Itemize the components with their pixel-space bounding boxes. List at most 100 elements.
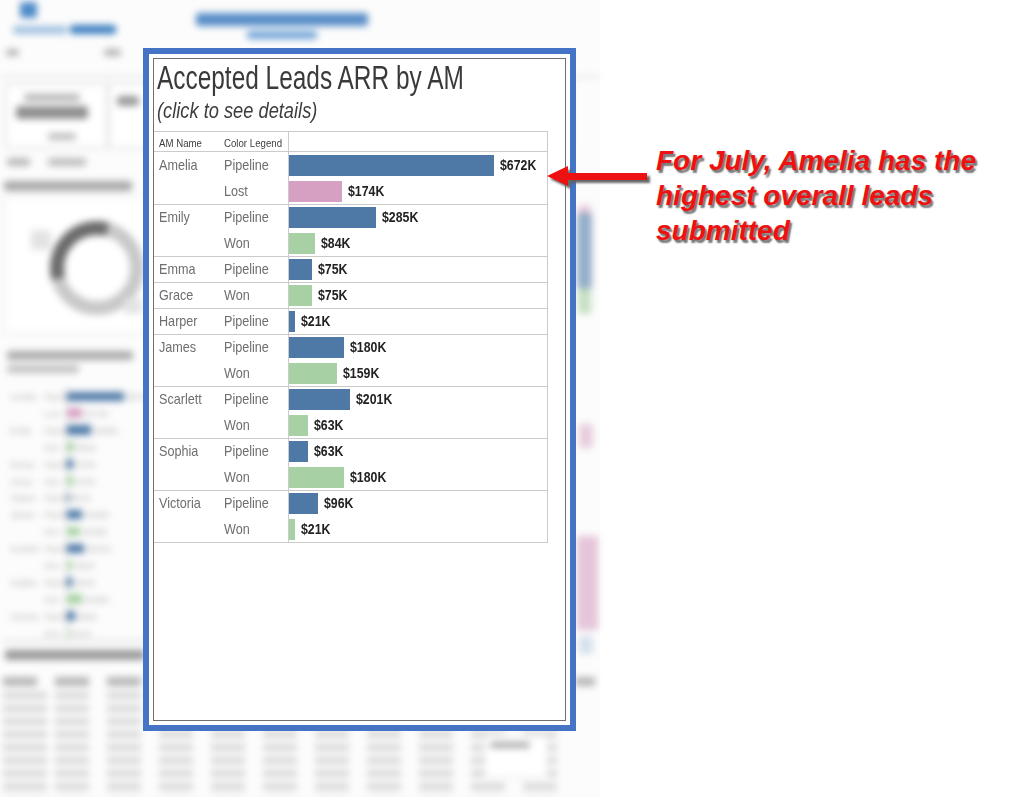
bar-value-label: $84K (321, 235, 350, 251)
am-name-cell: Grace (159, 287, 193, 303)
table-row[interactable]: EmilyPipeline$285K (154, 204, 548, 230)
mini-value: $75K (76, 460, 96, 470)
bar-pipeline[interactable] (289, 389, 350, 410)
mini-bar (67, 459, 73, 469)
mini-value: $180K (85, 510, 110, 520)
mini-legend: Won (44, 443, 61, 453)
mini-legend: Pipeline (44, 493, 74, 503)
table-row[interactable]: EmmaPipeline$75K (154, 256, 548, 282)
popup-chart-table: AM Name Color Legend AmeliaPipeline$672K… (154, 131, 548, 543)
table-row[interactable]: HarperPipeline$21K (154, 308, 548, 334)
row-separator (154, 490, 548, 491)
mini-bar (67, 493, 69, 503)
filter-label-1 (6, 49, 19, 56)
legend-cell: Won (224, 417, 250, 433)
mini-bar (67, 577, 72, 587)
screenshot-canvas: AmeliaPipeline$672KLost$174KEmilyPipelin… (0, 0, 1024, 797)
legend-cell: Pipeline (224, 157, 269, 173)
bar-won[interactable] (289, 233, 315, 254)
bar-pipeline[interactable] (289, 311, 295, 332)
bar-won[interactable] (289, 467, 344, 488)
mini-bar (67, 408, 82, 418)
legend-cell: Won (224, 287, 250, 303)
brand-text-bold (70, 25, 116, 34)
bar-pipeline[interactable] (289, 207, 376, 228)
arrow-shaft (566, 173, 647, 180)
donut-label (31, 230, 51, 250)
legend-cell: Pipeline (224, 391, 269, 407)
table-row[interactable]: Won$21K (154, 516, 548, 542)
kpi2-label (117, 96, 139, 106)
popup-subtitle[interactable]: (click to see details) (157, 98, 317, 124)
mini-value: $201K (87, 544, 112, 554)
toggle-label-1 (7, 158, 30, 166)
legend-cell: Pipeline (224, 339, 269, 355)
strip-blob-blue2 (579, 636, 593, 654)
annotation-line-3: submitted (656, 213, 976, 248)
bar-value-label: $63K (314, 417, 343, 433)
bar-won[interactable] (289, 519, 295, 540)
bar-won[interactable] (289, 415, 308, 436)
bottom-box-text (490, 742, 530, 748)
bar-pipeline[interactable] (289, 493, 318, 514)
am-name-cell: Amelia (159, 157, 198, 173)
mini-bar (67, 561, 72, 571)
mini-bar (67, 544, 84, 554)
app-logo (20, 2, 37, 18)
table-row[interactable]: Scarlett Pipeline $201K (154, 386, 548, 412)
mini-bar (67, 510, 82, 520)
bar-won[interactable] (289, 285, 312, 306)
strip-blob-pink2 (579, 424, 593, 448)
table-row[interactable]: Won$159K (154, 360, 548, 386)
table-row[interactable]: Won$180K (154, 464, 548, 490)
am-name-cell: Scarlett (159, 391, 202, 407)
bar-value-label: $201K (356, 391, 392, 407)
mini-am-name: Harper (10, 493, 36, 503)
bar-value-label: $180K (350, 339, 386, 355)
brand-text (13, 26, 67, 34)
bar-pipeline[interactable] (289, 337, 344, 358)
mini-value: $63K (75, 578, 95, 588)
legend-cell: Pipeline (224, 443, 269, 459)
mini-am-name: Amelia (10, 392, 36, 402)
row-separator (154, 438, 548, 439)
table-row[interactable]: Sophia Pipeline $63K (154, 438, 548, 464)
table-body: AmeliaPipeline$672KLost$174KEmilyPipelin… (154, 152, 548, 542)
bar-lost[interactable] (289, 181, 342, 202)
mini-am-name: Sophia (10, 578, 36, 588)
mini-legend: Won (44, 561, 61, 571)
col-header-am-name: AM Name (159, 137, 202, 149)
legend-cell: Lost (224, 183, 248, 199)
table-row[interactable]: VictoriaPipeline$96K (154, 490, 548, 516)
donut-hole (64, 235, 130, 301)
mini-value: $180K (85, 595, 110, 605)
legend-cell: Won (224, 235, 250, 251)
bar-pipeline[interactable] (289, 259, 312, 280)
table-row[interactable]: GraceWon$75K (154, 282, 548, 308)
bar-won[interactable] (289, 363, 337, 384)
am-name-cell: Sophia (159, 443, 198, 459)
legend-cell: Pipeline (224, 313, 269, 329)
mini-bar (67, 594, 82, 604)
toggle-label-2 (48, 158, 86, 166)
annotation-text: For July, Amelia has the highest overall… (656, 143, 976, 248)
mini-am-name: Emily (10, 426, 31, 436)
bar-pipeline[interactable] (289, 155, 494, 176)
bar-value-label: $63K (314, 443, 343, 459)
popup-title: Accepted Leads ARR by AM (157, 59, 464, 97)
mini-legend: Won (44, 629, 61, 639)
detail-popup: Accepted Leads ARR by AM (click to see d… (143, 48, 576, 731)
table-row[interactable]: Lost$174K (154, 178, 548, 204)
table-row[interactable]: Won $84K (154, 230, 548, 256)
table-row[interactable]: Won $63K (154, 412, 548, 438)
bar-value-label: $180K (350, 469, 386, 485)
table-header-row: AM Name Color Legend (154, 131, 548, 152)
bar-value-label: $75K (318, 261, 347, 277)
mini-value: $96K (78, 612, 98, 622)
table-row[interactable]: AmeliaPipeline$672K (154, 152, 548, 178)
mini-bar (67, 476, 73, 486)
legend-cell: Pipeline (224, 209, 269, 225)
table-row[interactable]: JamesPipeline$180K (154, 334, 548, 360)
bar-pipeline[interactable] (289, 441, 308, 462)
mini-value: $75K (76, 477, 96, 487)
